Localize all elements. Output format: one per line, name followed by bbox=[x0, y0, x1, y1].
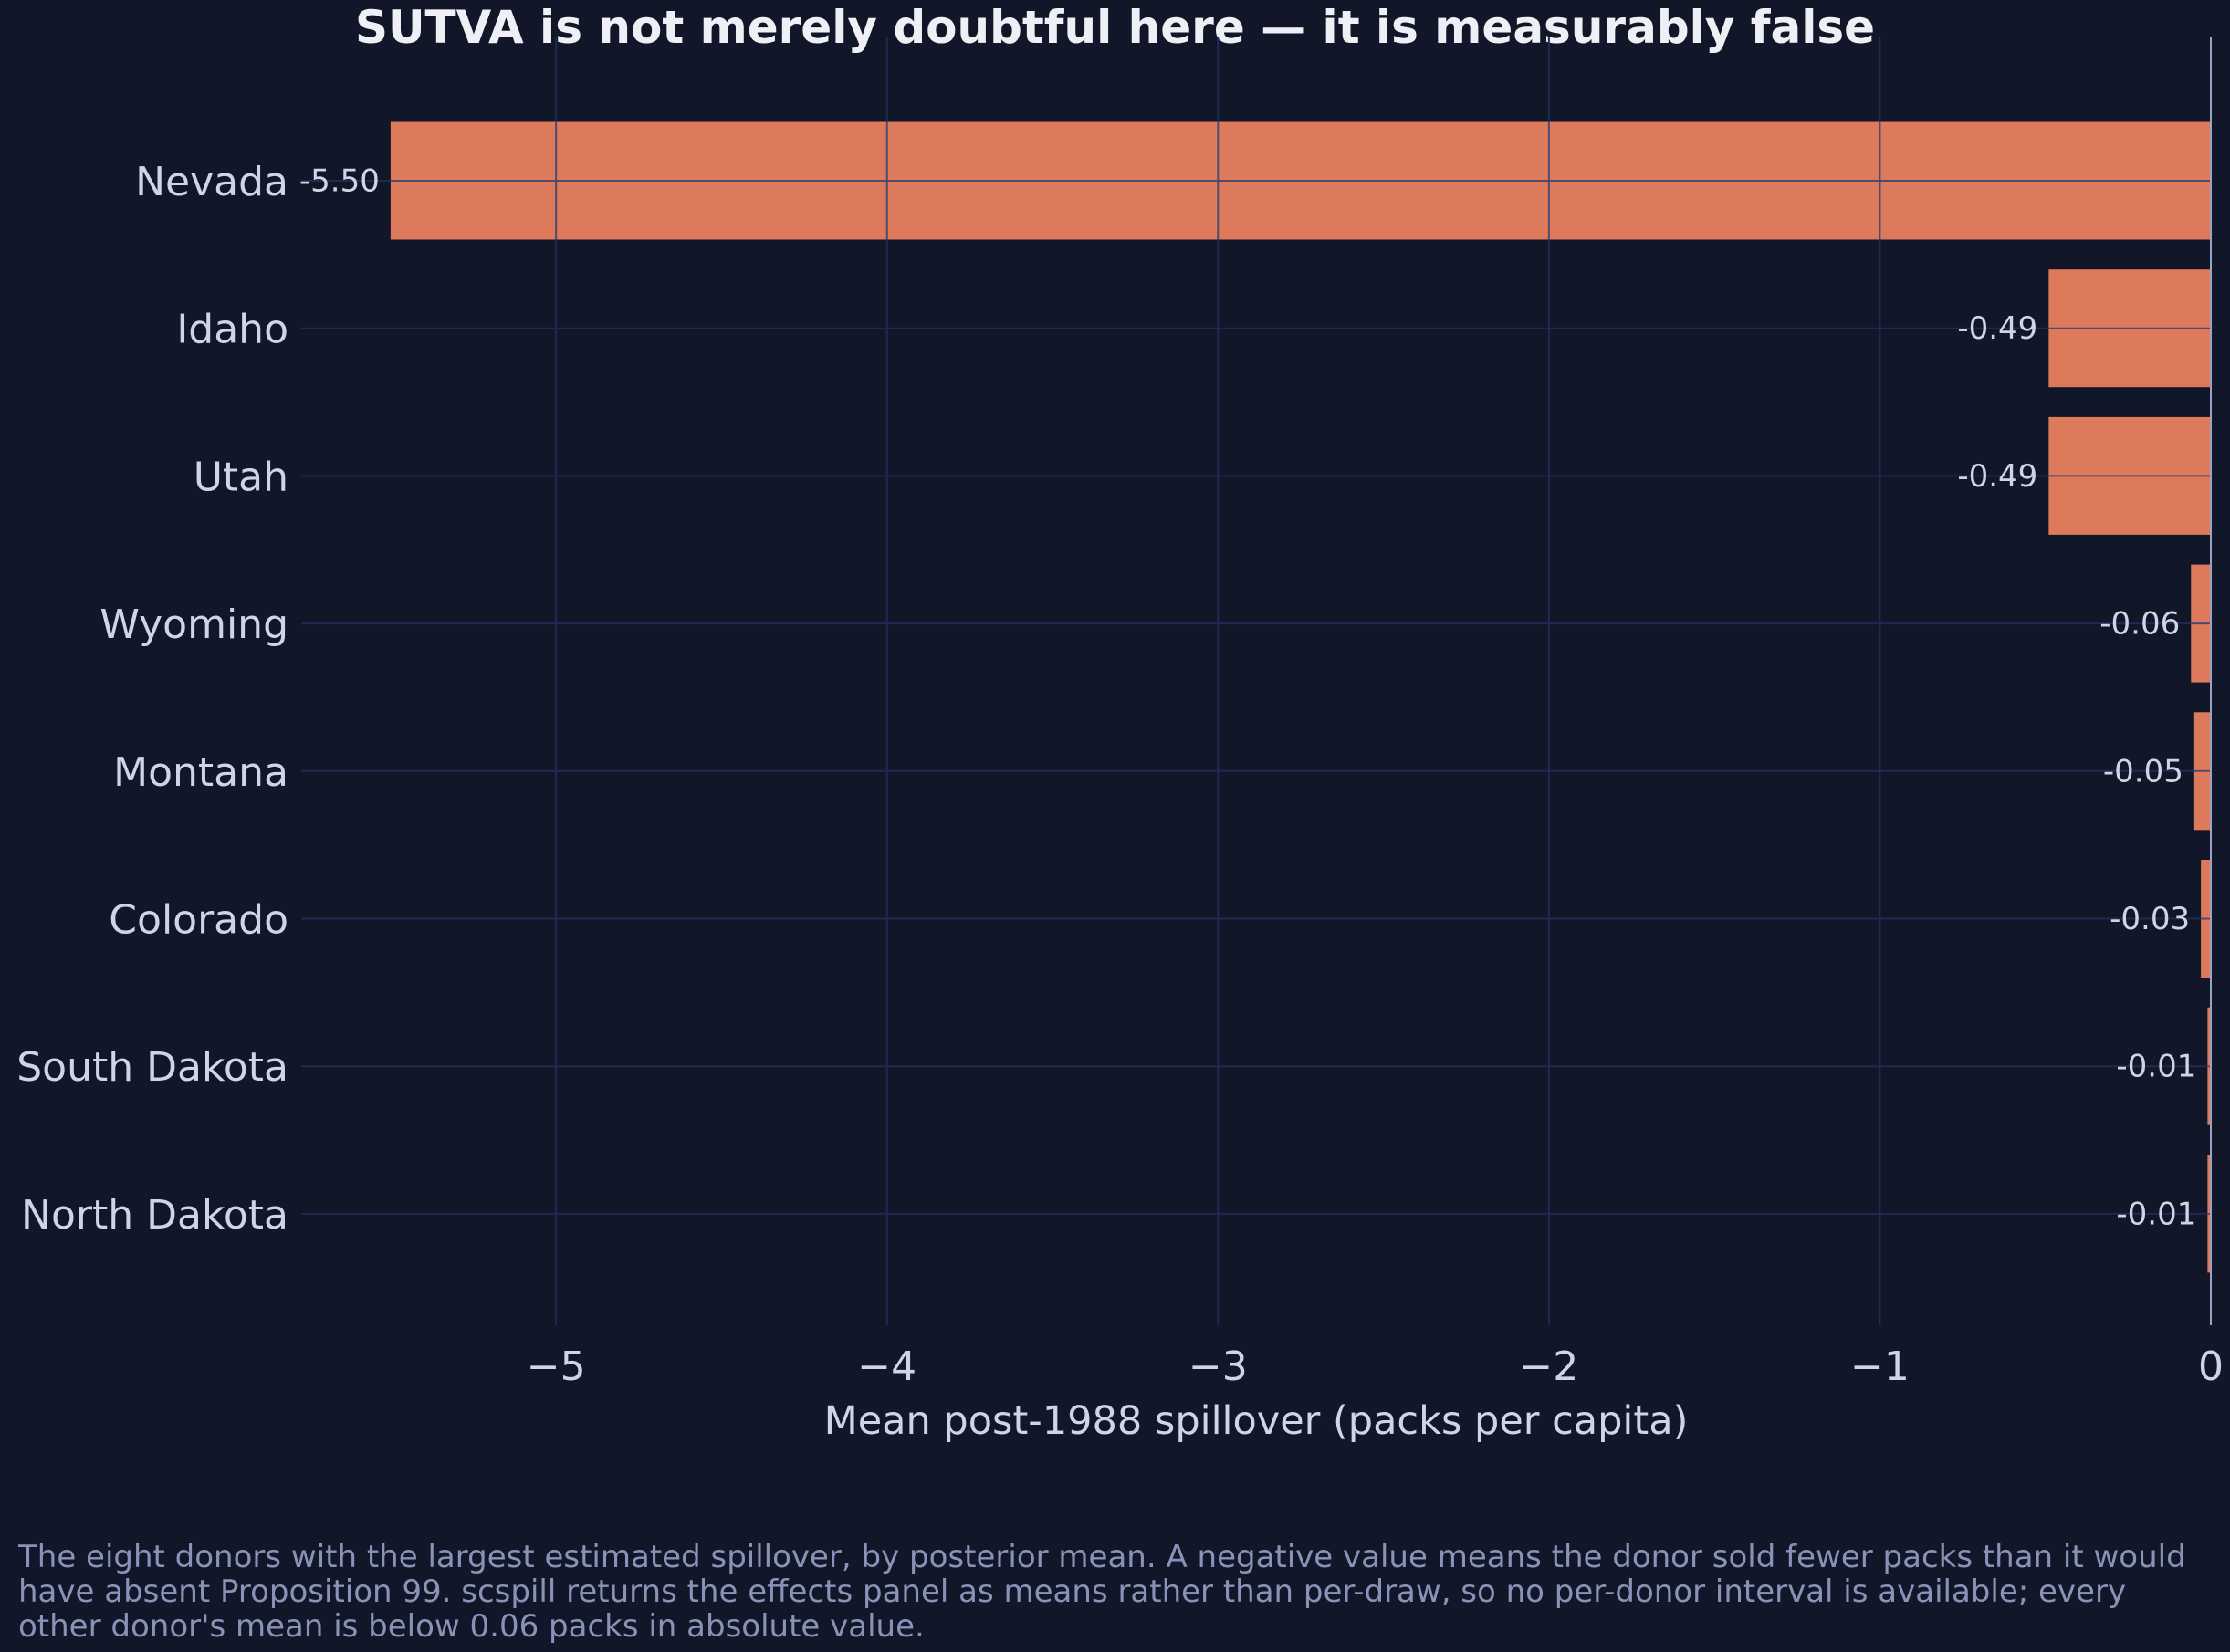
x-tick-label: 0 bbox=[2198, 1344, 2224, 1390]
x-tick-label: −2 bbox=[1519, 1344, 1578, 1390]
x-axis-label: Mean post-1988 spillover (packs per capi… bbox=[824, 1398, 1689, 1444]
x-tick-label: −3 bbox=[1188, 1344, 1248, 1390]
value-label: -0.01 bbox=[2116, 1049, 2196, 1085]
value-label: -0.49 bbox=[1957, 458, 2037, 495]
value-label: -0.03 bbox=[2110, 901, 2190, 937]
category-label: Idaho bbox=[176, 307, 288, 353]
value-label: -0.49 bbox=[1957, 310, 2037, 347]
value-labels: -5.50 -0.49 -0.49 -0.06 -0.05 -0.03 -0.01 -0.01 bbox=[299, 163, 2196, 1233]
value-label: -0.05 bbox=[2103, 753, 2183, 789]
category-label: Colorado bbox=[109, 897, 288, 944]
category-label: North Dakota bbox=[21, 1192, 288, 1239]
x-tick-label: −5 bbox=[527, 1344, 586, 1390]
value-label: -5.50 bbox=[299, 163, 380, 200]
bars bbox=[390, 121, 2211, 1273]
value-label: -0.06 bbox=[2099, 606, 2180, 643]
value-label: -0.01 bbox=[2116, 1196, 2196, 1232]
category-label: Wyoming bbox=[99, 601, 288, 648]
category-label: Utah bbox=[194, 454, 288, 500]
grid-lines bbox=[301, 37, 2212, 1325]
chart-caption: The eight donors with the largest estima… bbox=[18, 1539, 2186, 1645]
category-label: Nevada bbox=[135, 159, 288, 205]
chart-title: SUTVA is not merely doubtful here — it i… bbox=[354, 1, 1876, 54]
category-labels: Nevada Idaho Utah Wyoming Montana Colorado Sou… bbox=[16, 159, 288, 1239]
category-label: Montana bbox=[113, 749, 288, 796]
category-label: South Dakota bbox=[16, 1044, 288, 1091]
x-tick-labels: −5 −4 −3 −2 −1 0 bbox=[527, 1344, 2224, 1390]
x-tick-label: −4 bbox=[857, 1344, 916, 1390]
x-tick-label: −1 bbox=[1850, 1344, 1910, 1390]
